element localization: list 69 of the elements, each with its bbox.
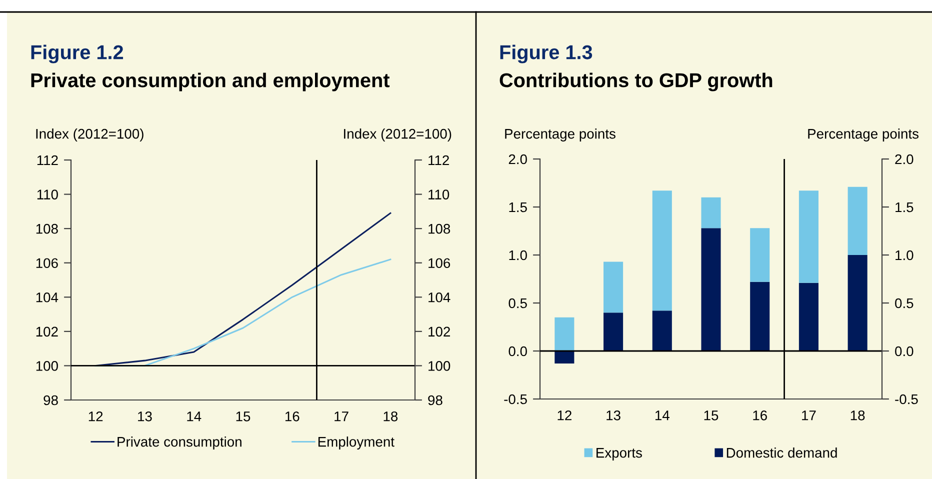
bar <box>848 186 868 255</box>
x-tick-label: 17 <box>802 410 816 420</box>
y-tick-label: -0.5 <box>504 394 527 404</box>
bar <box>652 190 672 311</box>
y-tick-label: 100 <box>36 361 58 371</box>
line-series <box>94 212 392 366</box>
y-axis-title: Percentage points <box>505 128 616 142</box>
y2-tick-label: 1.5 <box>896 202 914 212</box>
y2-tick-label: -0.5 <box>895 394 918 404</box>
x-tick-label: 13 <box>138 411 152 422</box>
chart-subtitle: Contributions to GDP growth <box>500 72 772 92</box>
y-axis-title: Index (2012=100) <box>36 128 144 142</box>
bar <box>750 228 770 282</box>
x-tick-label: 18 <box>850 410 865 420</box>
y2-tick-label: 104 <box>428 292 450 302</box>
legend-label: Private consumption <box>118 436 242 450</box>
x-tick-label: 14 <box>655 410 670 420</box>
y-tick-label: 112 <box>37 155 58 166</box>
bar <box>554 317 574 351</box>
x-tick-label: 18 <box>384 411 398 422</box>
y2-axis-title: Percentage points <box>808 128 919 142</box>
x-tick-label: 12 <box>558 410 572 420</box>
y-tick-label: 0.0 <box>508 346 527 356</box>
y-tick-label: 2.0 <box>508 154 527 164</box>
x-tick-label: 12 <box>88 411 103 422</box>
chart-title: Figure 1.2 <box>31 44 124 64</box>
bar <box>604 262 624 313</box>
chart-subtitle: Private consumption and employment <box>31 72 390 92</box>
y-tick-label: 98 <box>44 395 58 406</box>
bar <box>652 310 672 351</box>
y-tick-label: 106 <box>36 258 58 268</box>
legend-label: Employment <box>318 436 394 450</box>
y2-tick-label: 1.0 <box>896 250 914 260</box>
legend-label: Exports <box>596 448 642 460</box>
y2-tick-label: 106 <box>428 258 450 268</box>
x-tick-label: 14 <box>187 412 202 422</box>
y2-tick-label: 98 <box>428 395 442 406</box>
y-tick-label: 104 <box>36 292 58 302</box>
y-tick-label: 102 <box>36 326 58 337</box>
x-tick-label: 13 <box>606 410 620 420</box>
y2-tick-label: 102 <box>428 326 450 337</box>
bar <box>701 197 721 228</box>
bar <box>554 351 574 364</box>
x-tick-label: 16 <box>753 410 767 420</box>
bar <box>848 255 868 351</box>
y2-tick-label: 2.0 <box>895 154 914 164</box>
y2-tick-label: 112 <box>428 155 449 166</box>
x-tick-label: 16 <box>285 411 300 422</box>
y2-tick-label: 110 <box>428 190 450 200</box>
bar <box>604 312 624 351</box>
y-tick-label: 110 <box>37 190 58 200</box>
y2-axis-title: Index (2012=100) <box>344 128 452 142</box>
bar <box>750 282 770 351</box>
bar <box>798 282 818 351</box>
bar <box>798 190 818 283</box>
y-tick-label: 0.5 <box>508 298 527 308</box>
y-tick-label: 1.0 <box>509 250 527 260</box>
x-tick-label: 15 <box>236 412 250 422</box>
y-tick-label: 108 <box>36 224 58 234</box>
y-tick-label: 1.5 <box>509 202 527 212</box>
legend-label: Domestic demand <box>726 448 837 458</box>
x-tick-label: 15 <box>704 410 718 420</box>
x-tick-label: 17 <box>334 412 348 422</box>
y2-tick-label: 0.5 <box>895 298 914 308</box>
chart-title: Figure 1.3 <box>500 44 592 64</box>
y2-tick-label: 108 <box>428 224 450 234</box>
y2-tick-label: 100 <box>428 361 450 371</box>
bar <box>701 228 721 351</box>
y2-tick-label: 0.0 <box>895 346 914 356</box>
